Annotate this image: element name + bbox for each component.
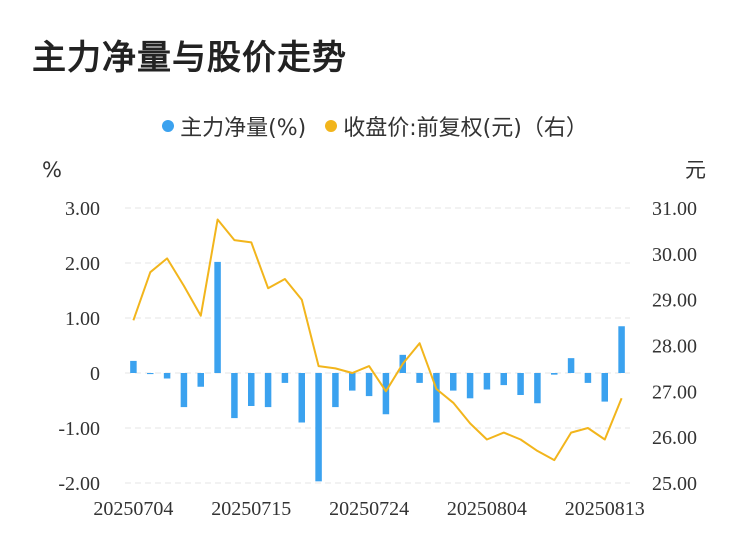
right-axis-unit: 元 [685,158,706,182]
bar [382,373,390,415]
bar [466,373,474,399]
x-tick-label: 20250715 [211,498,291,520]
bar [584,373,592,383]
line-series [132,218,623,462]
legend-line-label: 收盘价:前复权(元)（右） [343,116,588,141]
bar [214,261,221,373]
bar [163,373,171,379]
left-tick-label: 2.00 [65,253,100,275]
left-tick-label: 0 [90,363,100,385]
grid-lines [125,207,630,484]
bar [315,373,322,482]
bar-series [130,261,625,482]
bar [197,373,204,387]
bar [517,373,524,395]
bar [416,373,423,383]
right-tick-label: 29.00 [652,290,697,312]
left-tick-label: -2.00 [58,473,100,495]
axes: 3.00 2.00 1.00 0 -1.00 -2.00 31.00 30.00 29.00 28… [42,158,706,520]
legend-line-dot-icon [325,120,338,132]
bar [534,373,541,404]
bar [450,373,457,391]
left-tick-label: -1.00 [58,418,100,440]
bar [483,373,491,390]
bar [365,373,373,397]
bar [601,373,608,402]
bar [130,360,137,373]
bar [298,373,305,423]
bar [248,373,255,406]
bar [147,373,154,375]
legend-bar-label: 主力净量(%) [180,116,307,141]
right-tick-label: 25.00 [652,473,697,495]
legend-item-bar[interactable]: 主力净量(%) [162,110,306,142]
bar [500,373,507,386]
bar [264,373,272,408]
right-tick-label: 31.00 [652,198,697,220]
bar [332,373,339,408]
right-tick-label: 30.00 [652,244,697,266]
right-tick-label: 26.00 [652,427,697,449]
left-axis-unit: % [42,158,62,182]
bar [180,373,188,408]
x-tick-label: 20250813 [565,498,645,520]
x-tick-label: 20250724 [329,498,409,520]
bar [231,373,238,419]
x-tick-label: 20250804 [447,498,527,520]
bar [349,373,356,391]
right-tick-label: 28.00 [652,336,697,358]
x-tick-label: 20250704 [93,498,173,520]
bar [551,373,558,375]
legend-bar-dot-icon [162,120,175,132]
price-line [132,218,623,462]
left-tick-label: 3.00 [65,198,100,220]
bar [281,373,289,383]
bar [433,373,440,423]
bar [567,358,575,373]
left-tick-label: 1.00 [65,308,100,330]
right-tick-label: 27.00 [652,381,697,403]
bar [618,326,625,373]
chart-title: 主力净量与股价走势 [32,38,347,78]
legend: 主力净量(%) 收盘价:前复权(元)（右） [0,110,750,142]
legend-item-line[interactable]: 收盘价:前复权(元)（右） [325,110,588,142]
